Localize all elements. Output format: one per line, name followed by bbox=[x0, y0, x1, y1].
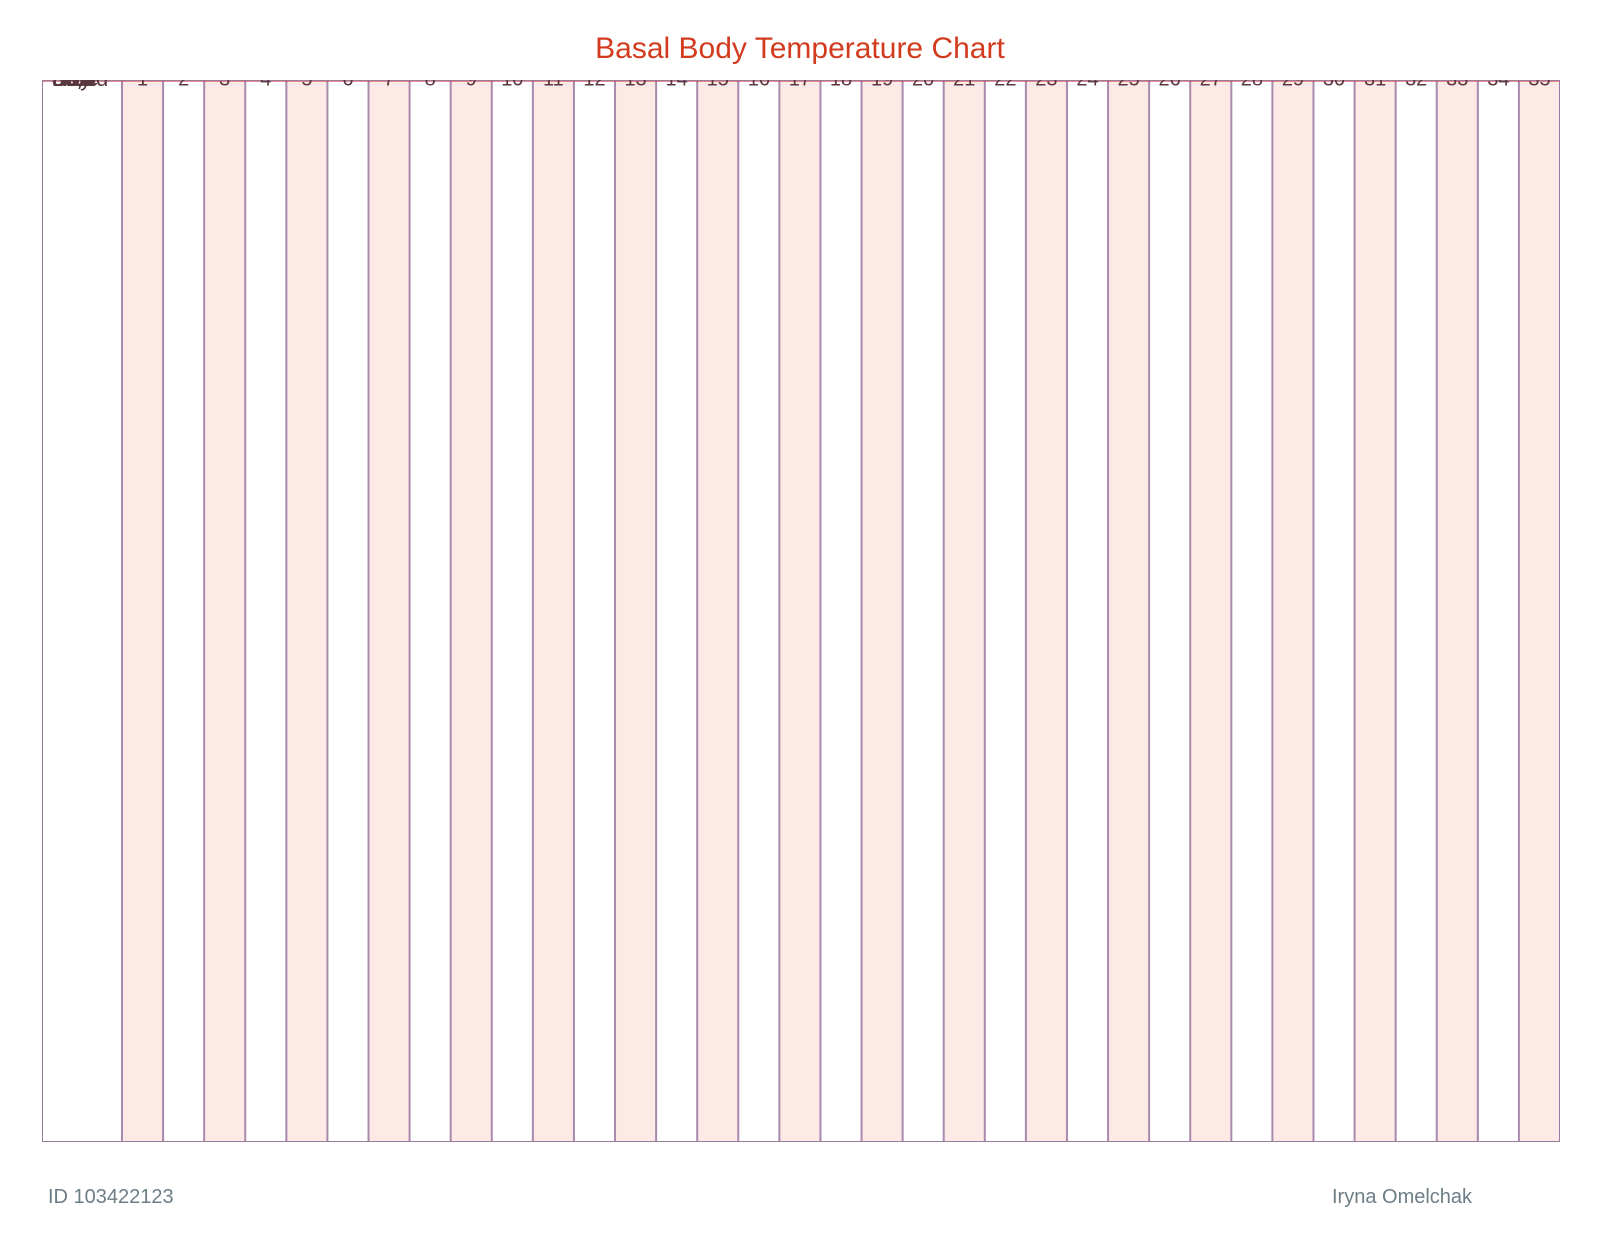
day-number: 4 bbox=[260, 80, 271, 90]
row-label: Note bbox=[52, 80, 98, 91]
attribution-label: Iryna Omelchak bbox=[1332, 1186, 1472, 1209]
day-number: 2 bbox=[178, 80, 189, 90]
day-number: 25 bbox=[1117, 80, 1139, 90]
day-number: 19 bbox=[871, 80, 893, 90]
day-number: 31 bbox=[1364, 80, 1386, 90]
day-number: 21 bbox=[953, 80, 975, 90]
day-number: 28 bbox=[1241, 80, 1263, 90]
day-number: 5 bbox=[301, 80, 312, 90]
day-number: 16 bbox=[748, 80, 770, 90]
day-number: 30 bbox=[1323, 80, 1345, 90]
day-number: 20 bbox=[912, 80, 934, 90]
day-number: 11 bbox=[543, 80, 564, 90]
chart-title: Basal Body Temperature Chart bbox=[0, 32, 1600, 66]
day-number: 27 bbox=[1200, 80, 1222, 90]
bbt-chart: Date37,437,337,237,137,036,936,836,736,6… bbox=[42, 80, 1560, 1142]
image-id-label: ID 103422123 bbox=[48, 1186, 174, 1209]
day-number: 17 bbox=[789, 80, 811, 90]
day-number: 29 bbox=[1282, 80, 1304, 90]
day-number: 22 bbox=[994, 80, 1016, 90]
day-number: 8 bbox=[425, 80, 436, 90]
day-number: 23 bbox=[1035, 80, 1057, 90]
day-number: 12 bbox=[583, 80, 605, 90]
day-number: 10 bbox=[501, 80, 523, 90]
day-number: 14 bbox=[666, 80, 688, 90]
day-number: 6 bbox=[342, 80, 353, 90]
day-number: 3 bbox=[219, 80, 230, 90]
page: Basal Body Temperature Chart Date37,437,… bbox=[0, 0, 1600, 1247]
day-number: 33 bbox=[1446, 80, 1468, 90]
day-number: 26 bbox=[1159, 80, 1181, 90]
day-number: 34 bbox=[1487, 80, 1509, 90]
day-number: 1 bbox=[137, 80, 148, 90]
day-number: 9 bbox=[466, 80, 477, 90]
day-number: 13 bbox=[624, 80, 646, 90]
day-number: 18 bbox=[830, 80, 852, 90]
day-number: 7 bbox=[383, 80, 394, 90]
day-number: 24 bbox=[1076, 80, 1098, 90]
day-number: 35 bbox=[1528, 80, 1550, 90]
bbt-chart-svg: Date37,437,337,237,137,036,936,836,736,6… bbox=[42, 80, 1560, 1142]
day-number: 15 bbox=[707, 80, 729, 90]
day-number: 32 bbox=[1405, 80, 1427, 90]
